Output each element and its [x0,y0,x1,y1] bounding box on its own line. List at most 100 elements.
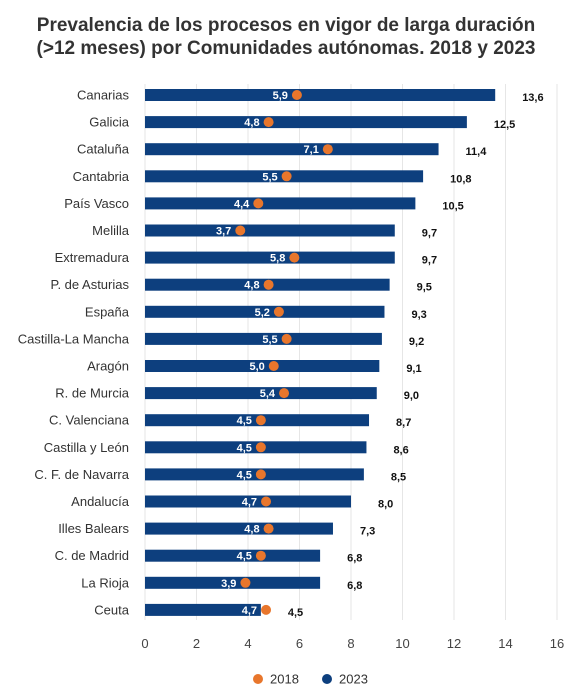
bar-2023-value-label: 6,8 [347,580,362,592]
bar-2023-value-label: 9,1 [406,363,421,375]
dot-2018-value-label: 5,0 [249,361,264,373]
category-label: País Vasco [64,196,129,211]
bar-2023-value-label: 6,8 [347,553,362,565]
bar-2023 [145,576,321,589]
bar-2023-value-label: 9,2 [409,336,424,348]
bars-2023: 13,6 12,5 11,4 10,8 10,5 9,7 9,7 9,5 9,3 9,2 9,1 9,… [145,89,544,619]
dot-2018 [255,442,266,453]
bar-2023-value-label: 10,5 [442,200,463,212]
bar-2023 [145,143,439,156]
x-axis-ticks: 0 2 4 6 8 10 12 14 16 [141,636,564,651]
x-tick-label: 4 [244,636,251,651]
gridlines [144,84,558,620]
dot-2018-value-label: 3,7 [216,226,231,238]
bar-2023 [145,360,380,372]
bar-2023-value-label: 7,3 [360,526,375,538]
x-tick-label: 0 [141,636,148,651]
category-label: Andalucía [71,494,130,509]
category-label: España [85,304,130,319]
bar-2023-value-label: 9,7 [422,228,437,240]
dot-2018-value-label: 5,8 [270,253,285,265]
bar-2023-value-label: 9,0 [404,390,419,402]
x-tick-label: 6 [296,636,303,651]
bar-2023 [145,332,382,345]
category-label: Cataluña [77,142,130,157]
dot-2018 [255,550,266,561]
legend-marker-2023 [322,674,332,684]
bar-2023 [145,116,467,129]
bar-2023-value-label: 8,7 [396,417,411,429]
dot-2018 [255,415,266,426]
legend-label-2023: 2023 [339,672,368,687]
bar-2023 [145,441,367,454]
dot-2018 [235,225,246,236]
bar-2023-value-label: 9,3 [411,309,426,321]
dot-2018-value-label: 5,4 [260,388,276,400]
x-tick-label: 12 [447,636,461,651]
bar-2023-value-label: 9,7 [422,255,437,267]
bar-2023-value-label: 8,5 [391,471,406,483]
dots-2018: 5,9 4,8 7,1 5,5 4,4 3,7 5,8 4,8 5,2 5,5 5,0 5,4 4,5 4… [216,90,333,617]
category-label: Canarias [77,88,130,103]
bar-2023 [145,468,364,481]
dot-2018-value-label: 5,9 [273,90,288,102]
bar-2023 [145,197,416,210]
category-label: P. de Asturias [50,277,129,292]
category-label: C. de Madrid [55,548,129,563]
dot-2018-value-label: 4,8 [244,524,259,536]
dot-2018 [261,496,272,507]
bar-2023 [145,224,395,237]
dot-2018-value-label: 4,8 [244,117,259,129]
category-label: Ceuta [94,602,129,617]
category-label: R. de Murcia [55,386,129,401]
category-label: La Rioja [81,575,129,590]
bar-2023 [145,549,321,562]
dot-2018 [279,388,290,399]
bar-2023 [145,495,351,508]
dot-2018-value-label: 4,7 [242,605,257,617]
bar-2023-value-label: 11,4 [466,146,488,158]
bar-2023 [145,522,333,535]
bar-2023 [145,387,377,400]
chart-title-line-1: Prevalencia de los procesos en vigor de … [36,15,536,36]
dot-2018-value-label: 4,5 [237,551,252,563]
dot-2018-value-label: 4,5 [237,469,252,481]
dot-2018 [263,523,274,534]
bar-2023-value-label: 13,6 [522,92,543,104]
dot-2018-value-label: 7,1 [304,144,319,156]
dot-2018 [263,279,274,290]
x-tick-label: 8 [347,636,354,651]
legend-label-2018: 2018 [270,672,299,687]
category-labels: Canarias Galicia Cataluña Cantabria País Vas… [18,88,130,618]
dot-2018-value-label: 4,7 [242,497,257,509]
dot-2018 [289,252,300,263]
bar-2023-value-label: 4,5 [288,607,303,619]
category-label: C. Valenciana [49,413,130,428]
bar-2023 [145,305,385,318]
dot-2018 [291,90,302,100]
category-label: Castilla-La Mancha [18,331,130,346]
chart-title-line-2: (>12 meses) por Comunidades autónomas. 2… [36,38,536,59]
dot-2018 [240,577,251,588]
bar-2023 [145,603,261,616]
category-label: Galicia [89,115,130,130]
chart-title: Prevalencia de los procesos en vigor de … [0,14,572,60]
dot-2018 [273,306,284,317]
category-label: Cantabria [73,169,130,184]
bar-2023 [145,89,496,101]
dot-2018 [261,604,272,615]
dot-2018 [281,333,292,344]
x-tick-label: 10 [395,636,409,651]
category-label: Melilla [92,223,130,238]
x-tick-label: 14 [498,636,512,651]
category-label: Aragón [87,359,129,374]
dot-2018 [253,198,264,209]
dot-2018-value-label: 4,5 [237,442,252,454]
dot-2018 [255,469,266,480]
dot-2018-value-label: 5,2 [255,307,270,319]
bar-2023-value-label: 12,5 [494,119,515,131]
bar-2023-value-label: 8,6 [393,444,408,456]
bar-2023-value-label: 9,5 [417,282,432,294]
bar-2023-value-label: 8,0 [378,499,393,511]
